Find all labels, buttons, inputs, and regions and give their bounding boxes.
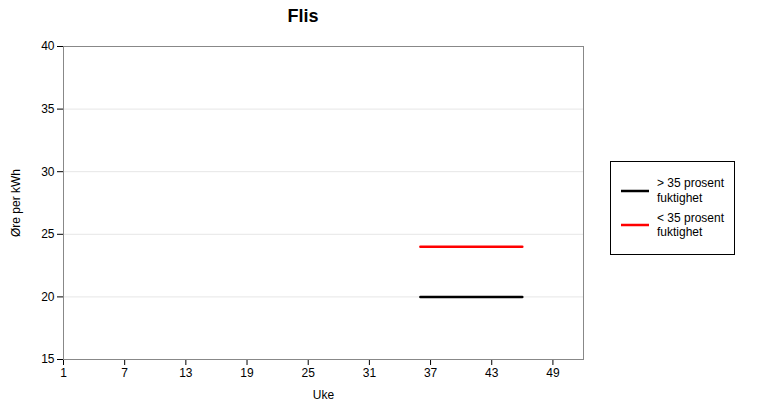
svg-text:30: 30 (41, 165, 55, 179)
svg-text:25: 25 (41, 227, 55, 241)
svg-text:20: 20 (41, 290, 55, 304)
svg-text:15: 15 (41, 352, 55, 366)
svg-text:43: 43 (485, 366, 499, 380)
svg-text:Øre per kWh: Øre per kWh (9, 169, 23, 237)
svg-text:25: 25 (302, 366, 316, 380)
svg-text:19: 19 (240, 366, 254, 380)
svg-text:Uke: Uke (313, 388, 335, 402)
svg-text:7: 7 (121, 366, 128, 380)
html-text:> 35 prosent fuktighet: > 35 prosent fuktighet (657, 176, 725, 205)
svg-text:35: 35 (41, 102, 55, 116)
svg-text:1: 1 (60, 366, 67, 380)
svg-text:49: 49 (546, 366, 560, 380)
svg-text:37: 37 (424, 366, 438, 380)
svg-text:13: 13 (179, 366, 193, 380)
html-text:< 35 prosent fuktighet: < 35 prosent fuktighet (657, 211, 725, 240)
svg-text:31: 31 (363, 366, 377, 380)
svg-text:40: 40 (41, 39, 55, 53)
html-text:Flis: Flis (287, 6, 319, 26)
